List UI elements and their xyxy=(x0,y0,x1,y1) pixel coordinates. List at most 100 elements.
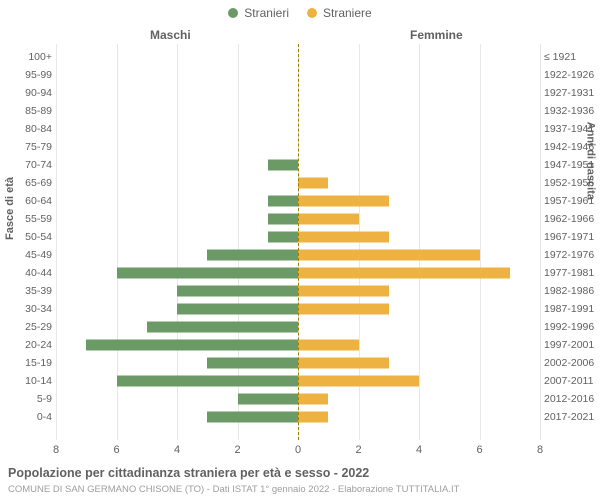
age-row: 10-14 2007-2011 xyxy=(0,372,600,390)
birth-years-label: 1927-1931 xyxy=(540,87,600,99)
birth-years-label: 1977-1981 xyxy=(540,267,600,279)
age-label: 95-99 xyxy=(0,69,56,81)
legend-dot-female xyxy=(307,8,317,18)
age-row: 75-79 1942-1946 xyxy=(0,138,600,156)
bar-female xyxy=(298,250,480,261)
age-label: 55-59 xyxy=(0,213,56,225)
x-tick-label: 2 xyxy=(355,444,361,456)
bar-male xyxy=(207,250,298,261)
age-row: 80-84 1937-1941 xyxy=(0,120,600,138)
age-label: 85-89 xyxy=(0,105,56,117)
bar-female xyxy=(298,358,389,369)
birth-years-label: 1937-1941 xyxy=(540,123,600,135)
age-label: 20-24 xyxy=(0,339,56,351)
bar-female xyxy=(298,196,389,207)
pyramid-chart: Stranieri Straniere Maschi Femmine Fasce… xyxy=(0,0,600,500)
age-row: 35-391982-1986 xyxy=(0,282,600,300)
age-label: 0-4 xyxy=(0,411,56,423)
age-row: 50-54 1967-1971 xyxy=(0,228,600,246)
birth-years-label: 1957-1961 xyxy=(540,195,600,207)
birth-years-label: 1952-1956 xyxy=(540,177,600,189)
age-label: 50-54 xyxy=(0,231,56,243)
birth-years-label: 2017-2021 xyxy=(540,411,600,423)
age-row: 45-49 1972-1976 xyxy=(0,246,600,264)
birth-years-label: 1962-1966 xyxy=(540,213,600,225)
bar-female xyxy=(298,394,328,405)
bar-male xyxy=(86,340,298,351)
age-row: 55-59 1962-1966 xyxy=(0,210,600,228)
age-label: 30-34 xyxy=(0,303,56,315)
bar-female xyxy=(298,214,359,225)
age-row: 15-19 2002-2006 xyxy=(0,354,600,372)
age-label: 5-9 xyxy=(0,393,56,405)
bar-male xyxy=(268,160,298,171)
age-label: 80-84 xyxy=(0,123,56,135)
birth-years-label: 2007-2011 xyxy=(540,375,600,387)
age-row: 20-24 1997-2001 xyxy=(0,336,600,354)
bar-female xyxy=(298,178,328,189)
age-label: 15-19 xyxy=(0,357,56,369)
age-label: 60-64 xyxy=(0,195,56,207)
birth-years-label: 1967-1971 xyxy=(540,231,600,243)
age-row: 40-44 1977-1981 xyxy=(0,264,600,282)
bar-male xyxy=(268,196,298,207)
bar-female xyxy=(298,286,389,297)
x-tick-label: 2 xyxy=(234,444,240,456)
bar-male xyxy=(177,286,298,297)
bar-female xyxy=(298,232,389,243)
bar-male xyxy=(268,214,298,225)
age-row: 30-341987-1991 xyxy=(0,300,600,318)
legend-item-female: Straniere xyxy=(307,6,372,20)
x-tick-label: 0 xyxy=(295,444,301,456)
age-label: 10-14 xyxy=(0,375,56,387)
bar-female xyxy=(298,304,389,315)
birth-years-label: ≤ 1921 xyxy=(540,51,600,63)
bar-female xyxy=(298,268,510,279)
x-tick-label: 6 xyxy=(476,444,482,456)
x-tick-label: 8 xyxy=(537,444,543,456)
bar-female xyxy=(298,412,328,423)
bar-female xyxy=(298,340,359,351)
bar-male xyxy=(147,322,298,333)
bar-male xyxy=(207,412,298,423)
birth-years-label: 1947-1951 xyxy=(540,159,600,171)
plot-area: 100+≤ 192195-991922-192690-941927-193185… xyxy=(0,44,600,440)
bar-male xyxy=(207,358,298,369)
age-label: 35-39 xyxy=(0,285,56,297)
birth-years-label: 1922-1926 xyxy=(540,69,600,81)
age-row: 5-9 2012-2016 xyxy=(0,390,600,408)
birth-years-label: 1972-1976 xyxy=(540,249,600,261)
age-row: 0-4 2017-2021 xyxy=(0,408,600,426)
age-label: 45-49 xyxy=(0,249,56,261)
age-label: 25-29 xyxy=(0,321,56,333)
bar-male xyxy=(117,376,299,387)
birth-years-label: 1997-2001 xyxy=(540,339,600,351)
age-label: 40-44 xyxy=(0,267,56,279)
x-tick-label: 4 xyxy=(416,444,422,456)
birth-years-label: 1942-1946 xyxy=(540,141,600,153)
age-row: 60-64 1957-1961 xyxy=(0,192,600,210)
section-title-male: Maschi xyxy=(150,28,191,42)
legend-dot-male xyxy=(228,8,238,18)
age-label: 90-94 xyxy=(0,87,56,99)
legend-label-male: Stranieri xyxy=(244,6,289,20)
x-axis: 864202468 xyxy=(56,444,544,458)
section-title-female: Femmine xyxy=(410,28,463,42)
age-row: 25-29 1992-1996 xyxy=(0,318,600,336)
bar-male xyxy=(268,232,298,243)
age-label: 75-79 xyxy=(0,141,56,153)
x-tick-label: 4 xyxy=(174,444,180,456)
age-label: 70-74 xyxy=(0,159,56,171)
bar-female xyxy=(298,376,419,387)
center-divider xyxy=(298,44,299,440)
age-row: 70-74 1947-1951 xyxy=(0,156,600,174)
birth-years-label: 1992-1996 xyxy=(540,321,600,333)
birth-years-label: 1932-1936 xyxy=(540,105,600,117)
birth-years-label: 2002-2006 xyxy=(540,357,600,369)
birth-years-label: 2012-2016 xyxy=(540,393,600,405)
legend: Stranieri Straniere xyxy=(0,6,600,20)
legend-label-female: Straniere xyxy=(323,6,372,20)
age-row: 90-94 1927-1931 xyxy=(0,84,600,102)
bar-male xyxy=(238,394,299,405)
age-row: 95-99 1922-1926 xyxy=(0,66,600,84)
